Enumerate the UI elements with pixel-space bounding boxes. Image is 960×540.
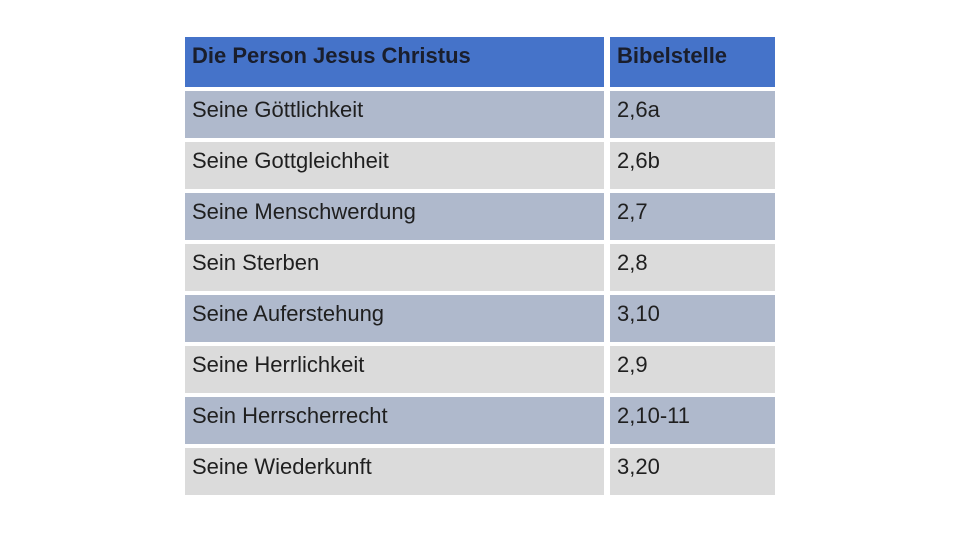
table-cell-topic: Seine Gottgleichheit bbox=[185, 142, 604, 189]
table-cell-topic: Seine Herrlichkeit bbox=[185, 346, 604, 393]
table-cell-reference: 2,10-11 bbox=[610, 397, 775, 444]
table-cell-topic: Seine Göttlichkeit bbox=[185, 91, 604, 138]
table-cell-reference: 2,8 bbox=[610, 244, 775, 291]
table-cell-reference: 2,6a bbox=[610, 91, 775, 138]
table-header-reference: Bibelstelle bbox=[610, 37, 775, 87]
table-cell-topic: Sein Herrscherrecht bbox=[185, 397, 604, 444]
table-cell-topic: Seine Auferstehung bbox=[185, 295, 604, 342]
table-cell-reference: 2,9 bbox=[610, 346, 775, 393]
table-cell-topic: Seine Wiederkunft bbox=[185, 448, 604, 495]
table-cell-topic: Seine Menschwerdung bbox=[185, 193, 604, 240]
table-header-topic: Die Person Jesus Christus bbox=[185, 37, 604, 87]
bible-reference-table: Die Person Jesus Christus Bibelstelle Se… bbox=[185, 37, 775, 495]
table-cell-reference: 3,20 bbox=[610, 448, 775, 495]
table-cell-reference: 2,6b bbox=[610, 142, 775, 189]
table-cell-reference: 2,7 bbox=[610, 193, 775, 240]
table-cell-reference: 3,10 bbox=[610, 295, 775, 342]
table-cell-topic: Sein Sterben bbox=[185, 244, 604, 291]
